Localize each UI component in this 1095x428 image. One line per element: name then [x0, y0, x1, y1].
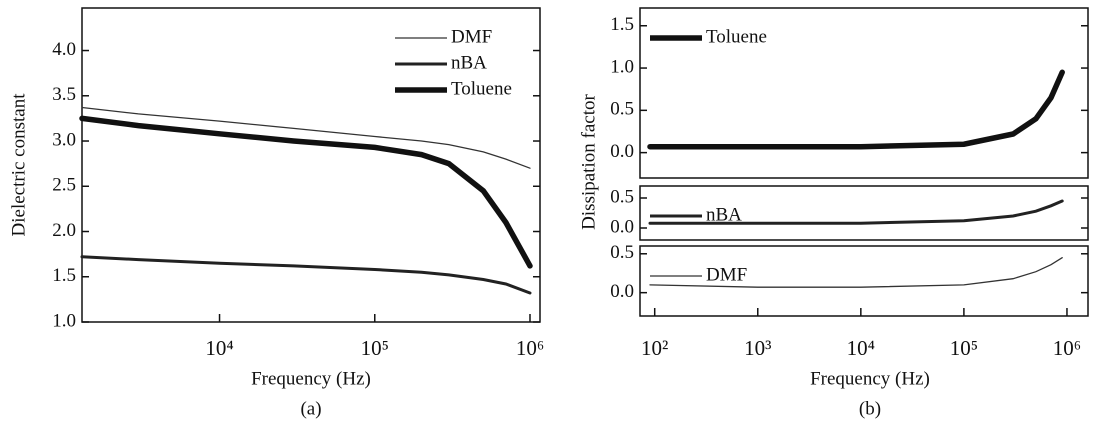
legend-label: Toluene: [451, 78, 512, 99]
x-axis-label: Frequency (Hz): [251, 368, 371, 389]
legend-label: DMF: [451, 26, 492, 47]
y-tick-label: 3.0: [52, 129, 76, 150]
legend-label: DMF: [706, 264, 747, 285]
y-tick-label: 1.0: [52, 310, 76, 331]
y-tick-label: 0.0: [610, 281, 634, 302]
y-tick-label: 0.5: [610, 99, 634, 120]
y-tick-label: 1.5: [52, 265, 76, 286]
panel-caption: (b): [859, 398, 881, 419]
data-line: [82, 108, 530, 169]
x-tick-label: 10²: [641, 336, 668, 360]
y-tick-label: 2.0: [52, 220, 76, 241]
x-tick-label: 10⁵: [950, 336, 978, 360]
data-line: [650, 72, 1062, 146]
legend-label: nBA: [451, 52, 487, 73]
y-tick-label: 0.5: [610, 186, 634, 207]
y-tick-label: 1.5: [610, 14, 634, 35]
data-line: [82, 118, 530, 266]
x-tick-label: 10⁵: [361, 336, 389, 360]
x-axis-label: Frequency (Hz): [810, 368, 930, 389]
x-tick-label: 10⁴: [847, 336, 875, 360]
y-tick-label: 2.5: [52, 175, 76, 196]
y-tick-label: 0.0: [610, 216, 634, 237]
figure: 1.0 1.5 2.0 2.5 3.0 3.5 4.0 10⁴ 10⁵ 10⁶ Frequency …: [0, 0, 1095, 428]
y-axis-label: Dielectric constant: [8, 93, 29, 237]
y-tick-label: 1.0: [610, 56, 634, 77]
x-tick-label: 10⁶: [516, 336, 544, 360]
x-tick-label: 10⁶: [1053, 336, 1081, 360]
x-tick-label: 10³: [744, 336, 771, 360]
y-tick-label: 4.0: [52, 39, 76, 60]
y-tick-label: 3.5: [52, 84, 76, 105]
legend-label: Toluene: [706, 26, 767, 47]
x-tick-label: 10⁴: [205, 336, 233, 360]
panel-caption: (a): [300, 398, 321, 419]
legend-label: nBA: [706, 204, 742, 225]
y-axis-label: Dissipation factor: [578, 94, 599, 230]
y-tick-label: 0.0: [610, 141, 634, 162]
data-line: [82, 257, 530, 293]
y-tick-label: 0.5: [610, 242, 634, 263]
